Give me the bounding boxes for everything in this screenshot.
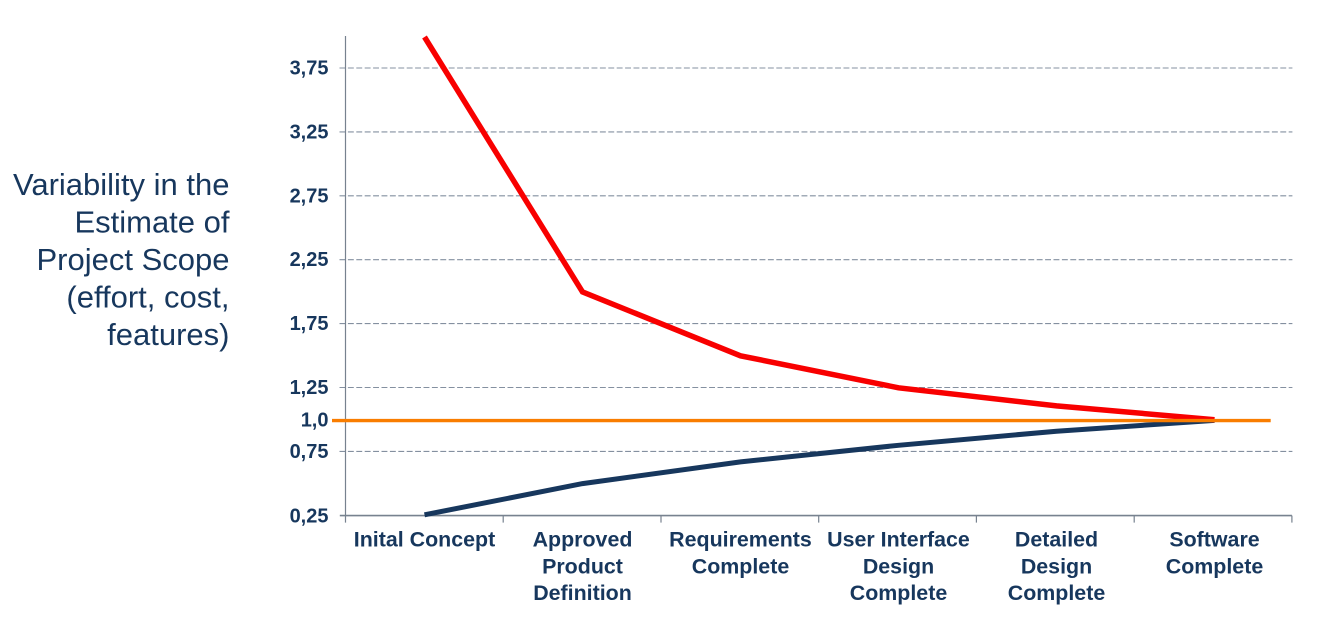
svg-text:1,0: 1,0 xyxy=(301,410,329,432)
svg-text:1,75: 1,75 xyxy=(290,313,329,335)
svg-text:Complete: Complete xyxy=(1166,554,1264,578)
svg-text:Software: Software xyxy=(1169,528,1259,552)
svg-text:3,75: 3,75 xyxy=(290,58,329,80)
svg-text:Detailed: Detailed xyxy=(1015,528,1098,552)
svg-text:Complete: Complete xyxy=(692,554,790,578)
svg-text:Complete: Complete xyxy=(850,581,948,605)
svg-text:Design: Design xyxy=(863,554,934,578)
svg-text:Project Scope: Project Scope xyxy=(37,242,230,277)
svg-text:0,75: 0,75 xyxy=(290,441,329,463)
svg-text:Inital Concept: Inital Concept xyxy=(354,528,495,552)
svg-text:2,25: 2,25 xyxy=(290,249,329,271)
svg-text:2,75: 2,75 xyxy=(290,185,329,207)
svg-text:Approved: Approved xyxy=(533,528,633,552)
svg-text:0,25: 0,25 xyxy=(290,506,329,528)
svg-text:Requirements: Requirements xyxy=(669,528,812,552)
svg-text:features): features) xyxy=(107,317,229,352)
svg-text:(effort, cost,: (effort, cost, xyxy=(66,280,229,315)
svg-text:1,25: 1,25 xyxy=(290,377,329,399)
svg-text:Design: Design xyxy=(1021,554,1092,578)
svg-text:Definition: Definition xyxy=(533,581,632,605)
svg-text:Estimate of: Estimate of xyxy=(74,205,229,240)
svg-text:User Interface: User Interface xyxy=(827,528,970,552)
svg-text:Product: Product xyxy=(542,554,623,578)
svg-text:Complete: Complete xyxy=(1008,581,1106,605)
svg-text:3,25: 3,25 xyxy=(290,121,329,143)
svg-text:Variability in the: Variability in the xyxy=(13,167,230,202)
